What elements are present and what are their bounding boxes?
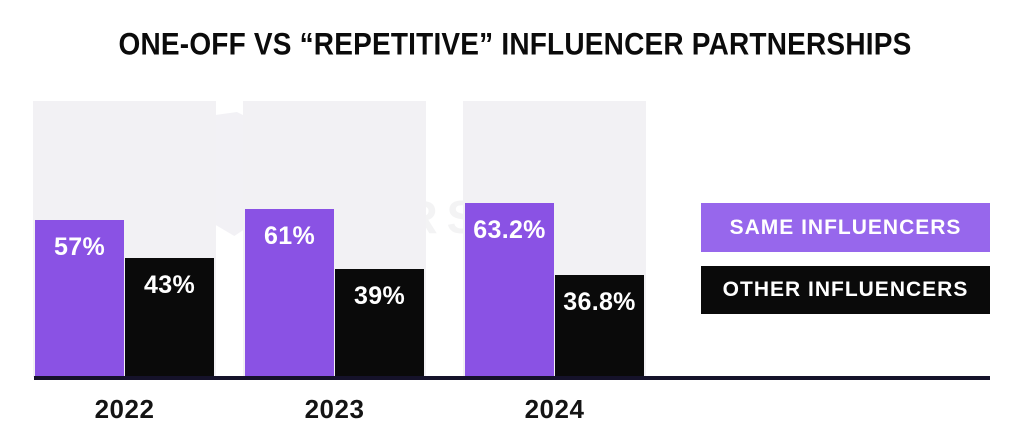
bar-value-label: 43% bbox=[144, 271, 195, 299]
bar-other-influencers-2023: 39% bbox=[335, 269, 424, 377]
legend-item-other-influencers: OTHER INFLUENCERS bbox=[701, 266, 990, 314]
bar-other-influencers-2022: 43% bbox=[125, 258, 214, 377]
chart-title: ONE-OFF VS “REPETITIVE” INFLUENCER PARTN… bbox=[118, 26, 912, 62]
x-axis-label-2022: 2022 bbox=[94, 394, 155, 424]
bar-value-label: 57% bbox=[54, 233, 105, 261]
bar-same-influencers-2022: 57% bbox=[35, 220, 124, 377]
bar-same-influencers-2024: 63.2% bbox=[465, 203, 554, 377]
x-axis-label-2023: 2023 bbox=[304, 394, 365, 424]
bar-value-label: 39% bbox=[354, 282, 405, 310]
bar-other-influencers-2024: 36.8% bbox=[555, 275, 644, 377]
bar-group-2024: 63.2% 36.8% 2024 bbox=[463, 101, 646, 424]
x-axis-label-2024: 2024 bbox=[524, 394, 585, 424]
bar-value-label: 63.2% bbox=[473, 216, 546, 244]
bar-group-2023: 61% 39% 2023 bbox=[243, 101, 426, 424]
x-axis-line bbox=[34, 376, 990, 380]
legend: SAME INFLUENCERS OTHER INFLUENCERS bbox=[701, 203, 990, 314]
bar-same-influencers-2023: 61% bbox=[245, 209, 334, 377]
bar-group-2022: 57% 43% 2022 bbox=[33, 101, 216, 424]
bar-value-label: 36.8% bbox=[563, 288, 636, 316]
bar-value-label: 61% bbox=[264, 222, 315, 250]
legend-item-same-influencers: SAME INFLUENCERS bbox=[701, 203, 990, 252]
